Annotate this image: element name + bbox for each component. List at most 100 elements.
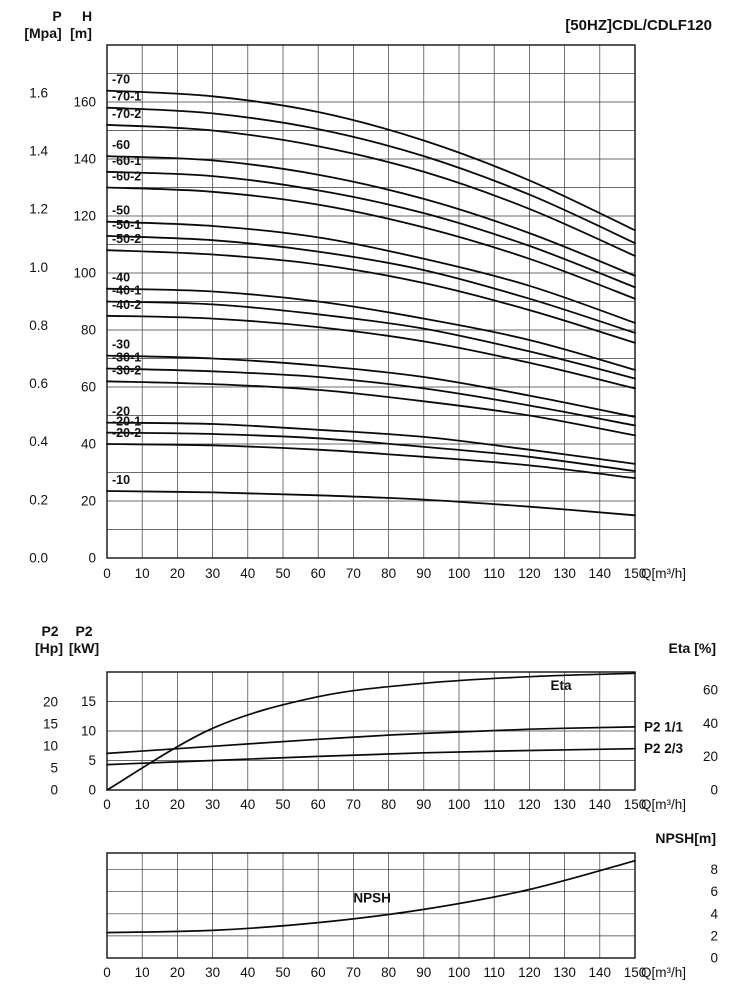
power-chart-hp-axis-name: P2 [41, 623, 58, 639]
x-tick-label: 80 [381, 965, 396, 980]
pump-curve-40-1 [106, 300, 636, 380]
x-tick-label: 0 [103, 797, 111, 812]
pump-curve-10 [106, 490, 636, 517]
series-curve-P2-2-3 [106, 747, 636, 766]
head-chart-q-axis-label: Q[m³/h] [641, 566, 686, 581]
curve-label-50-2: -50-2 [112, 232, 141, 246]
x-tick-label: 70 [346, 566, 361, 581]
kw-tick-label: 5 [88, 753, 96, 768]
x-tick-label: 40 [240, 566, 255, 581]
pump-curve-70-2 [106, 123, 636, 257]
pump-curve-50-1 [106, 235, 636, 334]
grid-power [107, 672, 635, 790]
x-tick-label: 10 [135, 965, 150, 980]
curve-label-40-2: -40-2 [112, 298, 141, 312]
x-tick-label: 10 [135, 797, 150, 812]
x-tick-label: 100 [448, 965, 471, 980]
curve-label-30: -30 [112, 338, 130, 352]
curve-label-30-1: -30-1 [112, 350, 141, 364]
head-chart-h-axis-unit: [m] [70, 25, 92, 41]
eta-tick-label: 20 [703, 749, 718, 764]
series-label-NPSH: NPSH [353, 891, 391, 906]
x-tick-label: 110 [483, 797, 505, 812]
curve-label-60-1: -60-1 [112, 154, 141, 168]
x-tick-label: 50 [275, 566, 290, 581]
x-tick-label: 60 [311, 965, 326, 980]
h-tick-label: 120 [73, 209, 96, 224]
curve-label-60-2: -60-2 [112, 170, 141, 184]
x-tick-label: 130 [553, 797, 576, 812]
curve-label-20-2: -20-2 [112, 426, 141, 440]
plot-frame-power [106, 671, 636, 791]
p-tick-label: 1.0 [29, 260, 48, 275]
p-tick-label: 0.6 [29, 376, 48, 391]
x-tick-label: 40 [240, 965, 255, 980]
x-tick-label: 140 [589, 797, 612, 812]
series-label-P2-2-3: P2 2/3 [644, 741, 684, 756]
npsh-tick-label: 0 [710, 951, 718, 966]
pump-curve-50 [106, 220, 636, 324]
h-tick-label: 0 [88, 551, 96, 566]
h-tick-label: 140 [73, 152, 96, 167]
page-title: [50HZ]CDL/CDLF120 [565, 17, 712, 34]
x-tick-label: 20 [170, 566, 185, 581]
p-tick-label: 1.4 [29, 144, 48, 159]
power-chart-hp-axis-unit: [Hp] [35, 640, 63, 656]
npsh-tick-label: 8 [710, 862, 718, 877]
x-tick-label: 80 [381, 566, 396, 581]
x-tick-label: 10 [135, 566, 150, 581]
x-tick-label: 110 [483, 965, 505, 980]
x-tick-label: 140 [589, 566, 612, 581]
p-tick-label: 0.0 [29, 551, 48, 566]
head-chart-h-axis-name: H [82, 8, 92, 24]
x-tick-label: 30 [205, 965, 220, 980]
pump-curve-30-2 [106, 380, 636, 437]
eta-tick-label: 0 [710, 783, 718, 798]
pump-curve-20-2 [106, 443, 636, 480]
x-tick-label: 50 [275, 965, 290, 980]
curve-label-70-1: -70-1 [112, 90, 141, 104]
x-tick-label: 80 [381, 797, 396, 812]
x-tick-label: 150 [624, 566, 647, 581]
power-chart-q-axis-label: Q[m³/h] [641, 797, 686, 812]
npsh-tick-label: 4 [710, 906, 718, 921]
x-tick-label: 20 [170, 797, 185, 812]
pump-curve-20-1 [106, 431, 636, 472]
x-tick-label: 20 [170, 965, 185, 980]
pump-curve-30-1 [106, 367, 636, 427]
x-tick-label: 40 [240, 797, 255, 812]
power-chart-kw-axis-name: P2 [75, 623, 92, 639]
p-tick-label: 0.4 [29, 434, 48, 449]
h-tick-label: 160 [73, 95, 96, 110]
npsh-chart-q-axis-label: Q[m³/h] [641, 965, 686, 980]
x-tick-label: 150 [624, 797, 647, 812]
curve-label-10: -10 [112, 473, 130, 487]
p-tick-label: 0.8 [29, 318, 48, 333]
series-label-Eta: Eta [551, 678, 573, 693]
hp-tick-label: 0 [50, 783, 58, 798]
curve-label-40-1: -40-1 [112, 284, 141, 298]
hp-tick-label: 10 [43, 739, 58, 754]
pump-curve-60-2 [106, 186, 636, 300]
curve-label-60: -60 [112, 138, 130, 152]
curve-label-70: -70 [112, 73, 130, 87]
x-tick-label: 70 [346, 965, 361, 980]
x-tick-label: 90 [416, 566, 431, 581]
x-tick-label: 120 [518, 797, 541, 812]
npsh-chart-axis-name: NPSH[m] [655, 830, 716, 846]
x-tick-label: 110 [483, 566, 505, 581]
grid-head [107, 45, 635, 558]
hp-tick-label: 15 [43, 717, 58, 732]
x-tick-label: 90 [416, 797, 431, 812]
x-tick-label: 90 [416, 965, 431, 980]
h-tick-label: 60 [81, 380, 96, 395]
head-chart-p-axis-unit: [Mpa] [24, 25, 61, 41]
curve-label-30-2: -30-2 [112, 363, 141, 377]
head-chart-p-axis-name: P [52, 8, 61, 24]
kw-tick-label: 0 [88, 783, 96, 798]
curve-label-50-1: -50-1 [112, 218, 141, 232]
x-tick-label: 150 [624, 965, 647, 980]
x-tick-label: 140 [589, 965, 612, 980]
h-tick-label: 40 [81, 437, 96, 452]
series-curve-Eta [106, 672, 636, 791]
